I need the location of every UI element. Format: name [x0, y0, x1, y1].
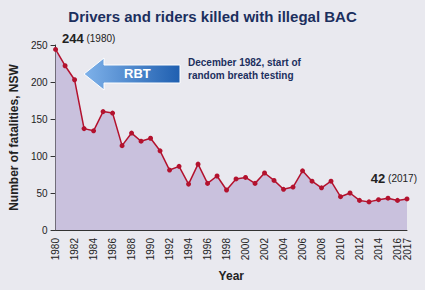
svg-text:100: 100 [31, 151, 48, 162]
svg-text:1998: 1998 [221, 238, 232, 261]
svg-text:1992: 1992 [164, 238, 175, 261]
svg-text:2014: 2014 [373, 238, 384, 261]
svg-text:2008: 2008 [316, 238, 327, 261]
svg-text:200: 200 [31, 77, 48, 88]
svg-text:(1980): (1980) [84, 33, 116, 44]
svg-text:2010: 2010 [335, 238, 346, 261]
svg-text:250: 250 [31, 40, 48, 51]
svg-text:1996: 1996 [202, 238, 213, 261]
svg-text:1984: 1984 [88, 238, 99, 261]
svg-text:2017: 2017 [402, 238, 413, 261]
svg-text:2006: 2006 [297, 238, 308, 261]
svg-text:42: 42 [371, 171, 385, 186]
svg-text:(2017): (2017) [385, 173, 417, 184]
svg-text:1990: 1990 [145, 238, 156, 261]
svg-text:2002: 2002 [259, 238, 270, 261]
svg-text:1980: 1980 [50, 238, 61, 261]
svg-text:Year: Year [219, 269, 245, 283]
svg-text:2004: 2004 [278, 238, 289, 261]
svg-text:1994: 1994 [183, 238, 194, 261]
svg-text:0: 0 [42, 225, 48, 236]
svg-text:December 1982, start of: December 1982, start of [188, 57, 302, 68]
svg-text:50: 50 [36, 188, 48, 199]
svg-text:2000: 2000 [240, 238, 251, 261]
svg-text:2012: 2012 [354, 238, 365, 261]
svg-text:1982: 1982 [69, 238, 80, 261]
svg-text:RBT: RBT [124, 66, 151, 81]
svg-text:1988: 1988 [126, 238, 137, 261]
svg-text:244: 244 [62, 31, 84, 46]
svg-text:2016: 2016 [392, 238, 403, 261]
svg-text:1986: 1986 [107, 238, 118, 261]
svg-text:random breath testing: random breath testing [188, 70, 294, 81]
svg-text:Number of fatalities, NSW: Number of fatalities, NSW [7, 63, 21, 210]
svg-text:150: 150 [31, 114, 48, 125]
svg-text:Drivers and riders killed with: Drivers and riders killed with illegal B… [68, 8, 357, 25]
